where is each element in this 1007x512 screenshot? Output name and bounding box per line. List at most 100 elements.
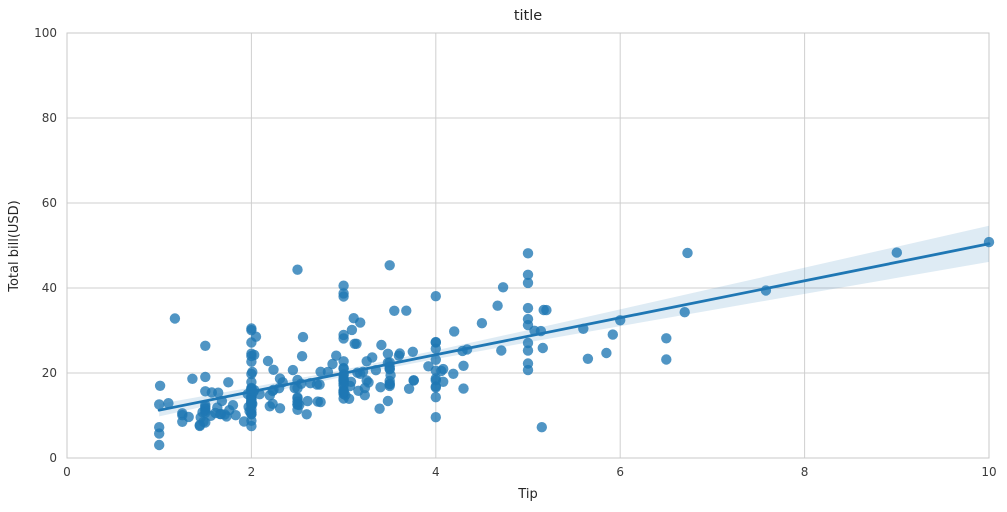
data-point	[223, 377, 234, 388]
data-point	[522, 345, 534, 356]
data-point	[607, 329, 618, 340]
data-point	[246, 356, 257, 367]
data-point	[476, 318, 488, 329]
x-tick-labels: 0 2 4 6 8 10	[63, 465, 996, 479]
data-point	[679, 307, 690, 318]
data-point	[407, 346, 418, 357]
y-tick-label: 20	[42, 366, 57, 380]
data-point	[430, 291, 441, 302]
data-point	[522, 337, 534, 349]
data-point	[430, 365, 441, 376]
data-point	[891, 247, 902, 258]
data-point	[449, 326, 460, 337]
data-point	[522, 277, 534, 289]
data-point	[682, 247, 693, 259]
y-tick-label: 60	[42, 196, 57, 210]
data-point	[374, 403, 385, 414]
data-point	[302, 395, 313, 407]
regression-line	[157, 242, 991, 412]
data-point	[536, 422, 547, 433]
data-point	[296, 351, 308, 362]
data-point	[522, 364, 534, 376]
data-point	[287, 364, 299, 376]
data-point	[154, 399, 165, 410]
data-point	[661, 333, 672, 344]
y-tick-label: 80	[42, 111, 57, 125]
data-point	[376, 339, 387, 351]
data-point	[262, 355, 274, 367]
data-point	[246, 325, 257, 336]
x-tick-label: 8	[801, 465, 809, 479]
data-point	[227, 400, 239, 411]
data-point	[268, 364, 279, 375]
data-point	[389, 305, 400, 316]
data-point	[401, 305, 412, 316]
data-point	[661, 354, 672, 365]
data-point	[359, 382, 370, 394]
data-point	[194, 419, 205, 431]
data-point	[297, 331, 309, 343]
data-point	[408, 375, 419, 386]
data-point	[361, 356, 372, 367]
data-point	[315, 366, 326, 377]
data-point	[430, 373, 441, 384]
y-axis-label: Total bill(USD)	[7, 200, 22, 293]
x-tick-label: 6	[616, 465, 624, 479]
data-point	[238, 416, 250, 427]
data-point	[338, 386, 349, 398]
data-point	[393, 350, 405, 361]
data-point	[314, 379, 325, 390]
data-point	[430, 354, 441, 365]
x-tick-label: 10	[981, 465, 996, 479]
data-point	[384, 375, 395, 387]
data-point	[430, 392, 441, 403]
data-point	[292, 383, 303, 394]
data-point	[274, 373, 286, 384]
data-point	[246, 420, 257, 432]
x-tick-label: 2	[248, 465, 256, 479]
data-point	[169, 313, 181, 324]
data-point	[213, 387, 224, 398]
data-point	[403, 383, 415, 394]
data-point	[346, 324, 358, 336]
data-point	[264, 390, 275, 401]
data-point	[537, 342, 548, 354]
data-point	[338, 280, 349, 291]
data-point	[458, 360, 469, 371]
data-point	[154, 439, 165, 451]
data-point	[187, 373, 198, 384]
data-point	[163, 398, 174, 409]
data-point	[458, 383, 469, 394]
x-tick-label: 0	[63, 465, 71, 479]
data-point	[312, 396, 323, 407]
data-point	[210, 407, 221, 419]
x-tick-label: 4	[432, 465, 440, 479]
data-point	[338, 333, 349, 344]
data-point	[246, 376, 257, 388]
data-point	[154, 380, 166, 391]
data-point	[496, 345, 507, 356]
y-tick-label: 100	[34, 26, 57, 40]
data-point	[522, 248, 534, 259]
x-axis-label: Tip	[517, 487, 537, 502]
data-point	[264, 401, 275, 412]
data-point	[292, 264, 303, 275]
data-point	[200, 371, 211, 383]
chart-title: title	[514, 8, 542, 24]
data-point	[177, 410, 188, 421]
data-point	[522, 313, 534, 325]
data-point	[331, 350, 342, 361]
data-point	[538, 304, 549, 316]
data-point	[601, 347, 612, 359]
data-point	[348, 313, 359, 324]
data-point	[338, 373, 349, 384]
data-point	[197, 407, 208, 418]
data-point	[382, 395, 394, 407]
data-point	[246, 368, 257, 380]
data-point	[522, 269, 534, 280]
data-point	[375, 382, 386, 393]
data-point	[221, 411, 232, 422]
data-point	[200, 386, 211, 397]
